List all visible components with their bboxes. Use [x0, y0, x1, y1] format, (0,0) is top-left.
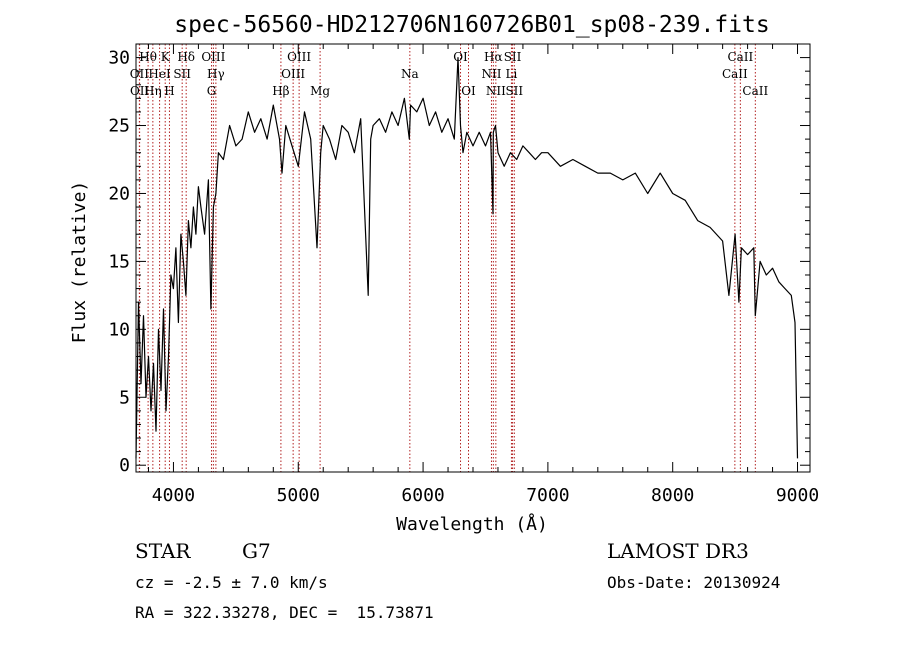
line-label-5: K — [161, 50, 171, 64]
line-label-16: Na — [401, 67, 419, 81]
y-tick-label: 25 — [108, 116, 130, 137]
x-axis-label: Wavelength (Å) — [396, 513, 548, 535]
plot-frame — [135, 43, 811, 473]
x-tick-label: 8000 — [651, 485, 694, 506]
spectral-line-labels: OII OII Hθ Hη HeI K H SII Hδ G OIII Hγ Hβ OIII OIII Mg N… — [130, 50, 769, 98]
object-subclass: G7 — [242, 539, 271, 563]
survey-name: LAMOST DR3 — [607, 539, 749, 563]
line-label-10: OIII — [201, 50, 225, 64]
line-label-25: CaII — [722, 67, 748, 81]
line-label-24: SII — [505, 84, 523, 98]
line-label-27: CaII — [742, 84, 768, 98]
y-tick-label: 0 — [119, 455, 130, 476]
line-label-7: SII — [173, 67, 191, 81]
x-tick-label: 9000 — [776, 485, 819, 506]
line-label-13: OIII — [281, 67, 305, 81]
spectrum-series — [135, 56, 799, 459]
x-tick-label: 5000 — [277, 485, 320, 506]
line-label-18: OI — [461, 84, 476, 98]
x-tick-label: 6000 — [401, 485, 444, 506]
chart-title: spec-56560-HD212706N160726B01_sp08-239.f… — [174, 12, 769, 38]
line-label-3: Hη — [144, 84, 162, 98]
axis-ticks: 4000 5000 6000 7000 8000 9000 0 5 10 15 20 25 30 — [108, 44, 819, 506]
spectral-line-markers — [138, 44, 756, 472]
line-label-19: NII — [481, 67, 501, 81]
line-label-0: OII — [130, 67, 150, 81]
y-tick-label: 10 — [108, 319, 130, 340]
x-tick-label: 4000 — [152, 485, 195, 506]
redshift-cz: cz = -2.5 ± 7.0 km/s — [135, 573, 328, 592]
line-label-14: OIII — [287, 50, 311, 64]
line-label-17: OI — [453, 50, 468, 64]
line-label-2: Hθ — [139, 50, 157, 64]
line-label-21: NII — [486, 84, 506, 98]
line-label-12: Hβ — [272, 84, 289, 98]
line-label-11: Hγ — [207, 67, 225, 81]
line-label-23: SII — [504, 50, 522, 64]
observation-date: Obs-Date: 20130924 — [607, 573, 781, 592]
y-tick-label: 15 — [108, 251, 130, 272]
line-label-9: G — [207, 84, 217, 98]
line-label-8: Hδ — [177, 50, 195, 64]
line-label-26: CaII — [727, 50, 753, 64]
line-label-20: Hα — [484, 50, 503, 64]
y-tick-label: 5 — [119, 387, 130, 408]
line-label-6: H — [164, 84, 174, 98]
y-axis-label: Flux (relative) — [69, 181, 90, 344]
line-label-1: OII — [130, 84, 150, 98]
line-label-4: HeI — [148, 67, 171, 81]
line-label-22: Li — [506, 67, 518, 81]
coordinates: RA = 322.33278, DEC = 15.73871 — [135, 603, 434, 622]
y-tick-label: 20 — [108, 183, 130, 204]
y-tick-label: 30 — [108, 48, 130, 69]
x-tick-label: 7000 — [526, 485, 569, 506]
line-label-15: Mg — [310, 84, 330, 98]
object-class: STAR — [135, 539, 191, 563]
spectrum-line — [135, 56, 799, 459]
